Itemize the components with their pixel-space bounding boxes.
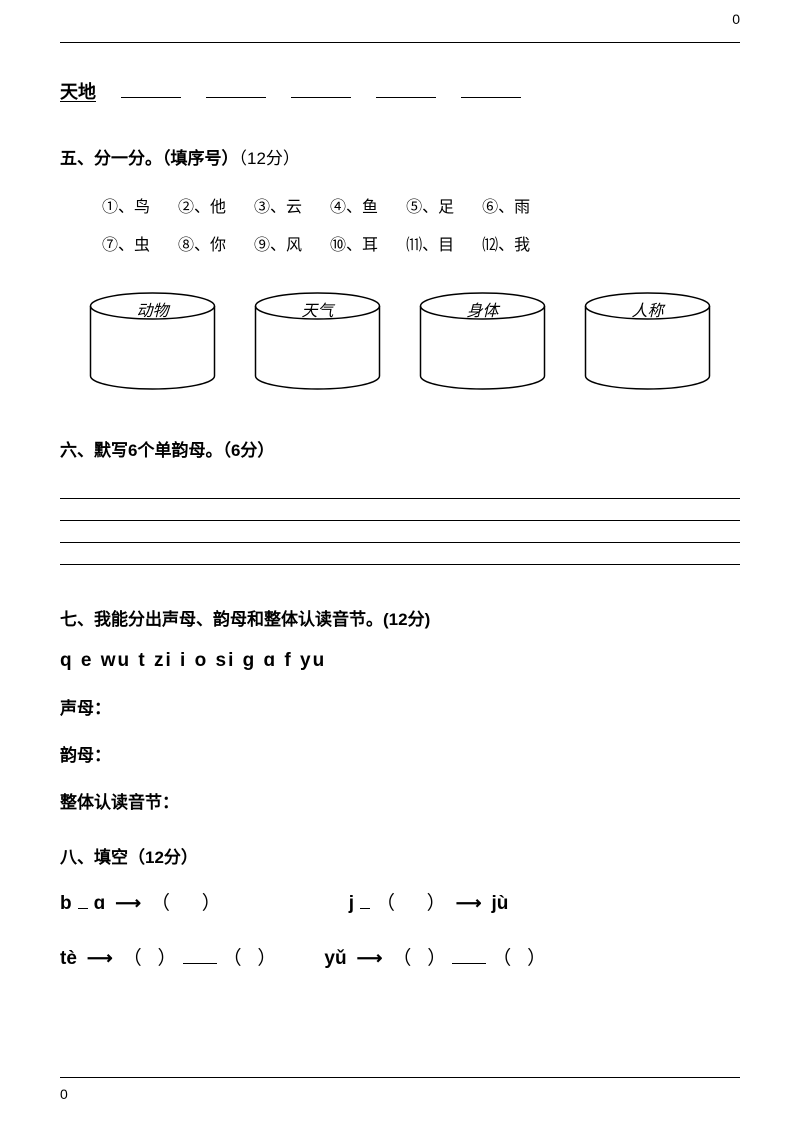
- cylinder-pronoun[interactable]: 人称: [580, 291, 715, 391]
- section-6: 六、默写6个单韵母。（6分）: [60, 436, 740, 565]
- fill-r2-paren2[interactable]: （ ）: [223, 943, 277, 970]
- section-5: 五、分一分。（填序号）（12分） ①、鸟 ②、他 ③、云 ④、鱼 ⑤、足 ⑥、雨…: [60, 144, 740, 406]
- fill-r2-b: yǔ: [324, 948, 346, 970]
- word-list-1: ①、鸟 ②、他 ③、云 ④、鱼 ⑤、足 ⑥、雨: [60, 189, 740, 227]
- section-8-title: 八、填空（12分）: [60, 843, 740, 868]
- writing-lines[interactable]: [60, 481, 740, 565]
- section-7-title: 七、我能分出声母、韵母和整体认读音节。(12分): [60, 605, 740, 630]
- fill-r1-blank2[interactable]: [360, 895, 370, 909]
- title-row: 天地: [60, 78, 740, 104]
- header-rule: 0: [60, 42, 740, 43]
- fill-r1-paren2[interactable]: （ ）: [376, 888, 446, 915]
- fill-row-2: tè ⟶ （ ） （ ） yǔ ⟶ （ ） （ ）: [60, 943, 740, 970]
- fill-r1-blank[interactable]: [78, 895, 88, 909]
- page-number-top: 0: [732, 11, 740, 27]
- arrow-icon: ⟶: [87, 948, 113, 969]
- cylinder-animals[interactable]: 动物: [85, 291, 220, 391]
- blank-3[interactable]: [291, 84, 351, 98]
- fill-r2-blank[interactable]: [183, 950, 217, 964]
- cylinder-weather[interactable]: 天气: [250, 291, 385, 391]
- section-5-title: 五、分一分。（填序号）（12分）: [60, 144, 740, 169]
- fill-r2-paren3[interactable]: （ ）: [392, 943, 446, 970]
- label-yunmu[interactable]: 韵母：: [60, 741, 740, 766]
- fill-r2-a: tè: [60, 948, 77, 970]
- section-8: 八、填空（12分） b ɑ ⟶ （ ） j （ ） ⟶ jù tè ⟶ （ ） …: [60, 843, 740, 970]
- page-number-bottom: 0: [60, 1086, 740, 1102]
- arrow-icon: ⟶: [456, 893, 482, 914]
- arrow-icon: ⟶: [115, 893, 141, 914]
- cylinder-body[interactable]: 身体: [415, 291, 550, 391]
- cylinder-label-animals: 动物: [85, 297, 220, 321]
- pinyin-list: q e wu t zi i o si ɡ ɑ f yu: [60, 650, 740, 672]
- fill-r2-blank2[interactable]: [452, 950, 486, 964]
- title-tiandi: 天地: [60, 78, 96, 104]
- blank-1[interactable]: [121, 84, 181, 98]
- word-list-2: ⑦、虫 ⑧、你 ⑨、风 ⑩、耳 ⑾、目 ⑿、我: [60, 227, 740, 265]
- fill-row-1: b ɑ ⟶ （ ） j （ ） ⟶ jù: [60, 888, 740, 915]
- arrow-icon: ⟶: [357, 948, 383, 969]
- blank-2[interactable]: [206, 84, 266, 98]
- fill-r2-paren1[interactable]: （ ）: [123, 943, 177, 970]
- fill-r1-d: jù: [492, 893, 509, 915]
- fill-r1-a: b: [60, 893, 72, 915]
- footer: 0: [60, 1077, 740, 1102]
- fill-r1-c: j: [349, 893, 354, 915]
- top-title-section: 天地: [60, 78, 740, 104]
- blank-5[interactable]: [461, 84, 521, 98]
- blank-4[interactable]: [376, 84, 436, 98]
- fill-r2-paren4[interactable]: （ ）: [492, 943, 546, 970]
- cylinder-label-pronoun: 人称: [580, 297, 715, 321]
- cylinder-label-body: 身体: [415, 297, 550, 321]
- cylinder-row: 动物 天气 身体: [60, 266, 740, 406]
- section-6-title: 六、默写6个单韵母。（6分）: [60, 436, 740, 461]
- fill-r1-paren1[interactable]: （ ）: [151, 888, 221, 915]
- label-shengmu[interactable]: 声母：: [60, 694, 740, 719]
- cylinder-label-weather: 天气: [250, 297, 385, 321]
- section-7: 七、我能分出声母、韵母和整体认读音节。(12分) q e wu t zi i o…: [60, 605, 740, 813]
- fill-r1-b: ɑ: [94, 893, 106, 915]
- label-zhengti[interactable]: 整体认读音节：: [60, 788, 740, 813]
